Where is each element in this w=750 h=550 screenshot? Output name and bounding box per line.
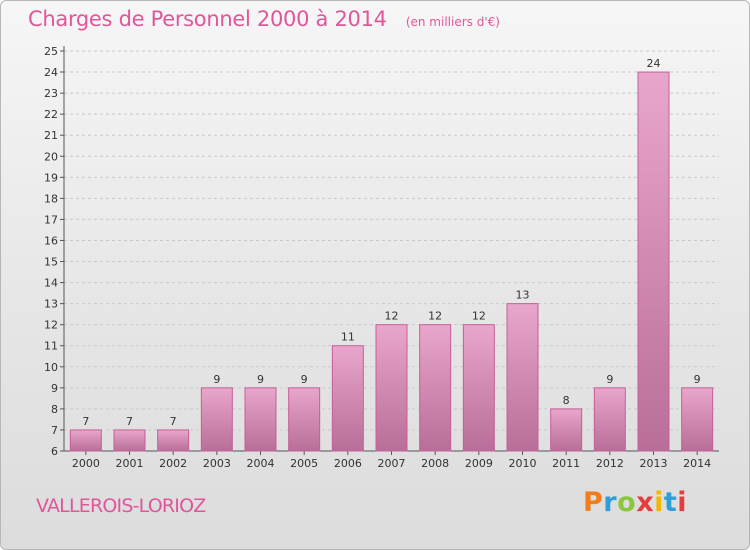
x-tick-label: 2001 — [116, 457, 144, 470]
bar — [419, 324, 452, 452]
y-tick-label: 9 — [51, 382, 58, 395]
value-label: 12 — [472, 310, 486, 323]
y-tick-label: 14 — [44, 277, 58, 290]
logo-letter: x — [636, 487, 655, 518]
x-tick-label: 2008 — [421, 457, 449, 470]
bar — [331, 345, 364, 452]
x-tick-label: 2000 — [72, 457, 100, 470]
y-tick-label: 19 — [44, 171, 58, 184]
y-tick-label: 20 — [44, 150, 58, 163]
value-label: 9 — [257, 373, 264, 386]
x-tick-label: 2004 — [247, 457, 275, 470]
y-tick-label: 16 — [44, 234, 58, 247]
value-label: 9 — [301, 373, 308, 386]
y-tick-label: 24 — [44, 66, 58, 79]
y-tick-label: 25 — [44, 45, 58, 58]
value-label: 24 — [647, 57, 661, 70]
x-tick-label: 2006 — [334, 457, 362, 470]
bar — [550, 408, 583, 452]
bar — [681, 387, 714, 452]
y-tick-label: 17 — [44, 213, 58, 226]
y-tick-label: 23 — [44, 87, 58, 100]
chart-title: Charges de Personnel 2000 à 2014 — [28, 7, 387, 31]
grid-lines — [64, 50, 719, 431]
bar — [506, 303, 539, 452]
value-label: 13 — [516, 289, 530, 302]
logo-letter: i — [677, 487, 688, 518]
bar — [113, 429, 146, 452]
value-label: 7 — [170, 415, 177, 428]
logo-letter: P — [583, 487, 604, 518]
y-tick-label: 21 — [44, 129, 58, 142]
y-tick-label: 22 — [44, 108, 58, 121]
bar — [375, 324, 408, 452]
y-tick-label: 13 — [44, 298, 58, 311]
y-tick-label: 18 — [44, 192, 58, 205]
commune-name: VALLEROIS-LORIOZ — [36, 495, 206, 517]
chart-subtitle: (en milliers d'€) — [405, 15, 500, 29]
bars — [69, 71, 714, 452]
bar — [288, 387, 321, 452]
y-tick-label: 12 — [44, 319, 58, 332]
bar — [637, 71, 670, 452]
title-block: Charges de Personnel 2000 à 2014 (en mil… — [28, 7, 500, 31]
y-tick-label: 15 — [44, 256, 58, 269]
x-tick-label: 2007 — [378, 457, 406, 470]
y-tick-label: 11 — [44, 340, 58, 353]
y-tick-label: 7 — [51, 424, 58, 437]
x-tick-label: 2009 — [465, 457, 493, 470]
x-tick-label: 2010 — [509, 457, 537, 470]
y-tick-label: 10 — [44, 361, 58, 374]
logo-letter: o — [617, 487, 637, 518]
bar — [69, 429, 102, 452]
bar — [462, 324, 495, 452]
bar — [200, 387, 233, 452]
x-tick-label: 2013 — [640, 457, 668, 470]
value-label: 12 — [385, 310, 399, 323]
x-tick-label: 2011 — [552, 457, 580, 470]
bar — [244, 387, 277, 452]
x-tick-label: 2002 — [159, 457, 187, 470]
value-label: 9 — [694, 373, 701, 386]
logo-letter: t — [663, 487, 678, 518]
value-label: 9 — [606, 373, 613, 386]
y-tick-labels: 6 7 8 9 10 11 12 13 14 15 16 17 18 19 20 21 22 23 24 25 — [44, 45, 58, 458]
value-label: 7 — [82, 415, 89, 428]
x-tick-label: 2005 — [290, 457, 318, 470]
value-label: 11 — [341, 331, 355, 344]
value-labels: 7 7 7 9 9 9 11 12 12 12 13 8 9 24 9 — [82, 57, 700, 428]
x-tick-label: 2003 — [203, 457, 231, 470]
value-label: 12 — [428, 310, 442, 323]
value-label: 7 — [126, 415, 133, 428]
x-tick-label: 2012 — [596, 457, 624, 470]
x-tick-labels: 2000 2001 2002 2003 2004 2005 2006 2007 2008 2009… — [72, 457, 711, 470]
y-tick-label: 8 — [51, 403, 58, 416]
value-label: 9 — [213, 373, 220, 386]
logo-letter: i — [654, 487, 664, 518]
logo-letter: r — [603, 487, 618, 518]
bar — [157, 429, 190, 452]
y-tick-label: 6 — [51, 445, 58, 458]
value-label: 8 — [563, 394, 570, 407]
x-tick-label: 2014 — [683, 457, 711, 470]
bar — [593, 387, 626, 452]
proxiti-logo: Proxiti — [583, 487, 687, 518]
